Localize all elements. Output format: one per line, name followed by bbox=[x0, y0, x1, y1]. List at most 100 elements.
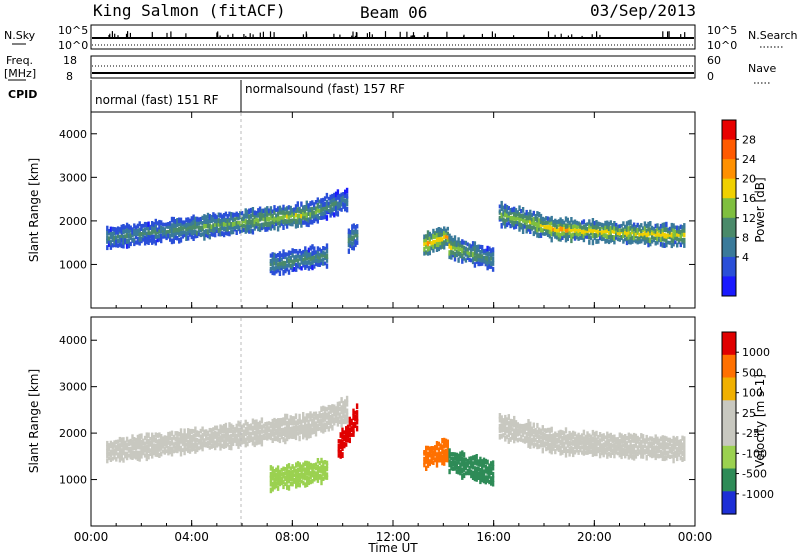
heatmap-cell bbox=[142, 228, 145, 233]
heatmap-cell bbox=[188, 428, 192, 435]
heatmap-cell bbox=[133, 453, 136, 459]
heatmap-cell bbox=[293, 255, 296, 260]
heatmap-cell bbox=[428, 453, 431, 458]
heatmap-cell bbox=[187, 433, 190, 439]
heatmap-cell bbox=[149, 452, 152, 456]
heatmap-cell bbox=[262, 224, 265, 230]
heatmap-cell bbox=[627, 238, 630, 245]
heatmap-cell bbox=[473, 262, 477, 268]
heatmap-cell bbox=[178, 443, 181, 449]
heatmap-cell bbox=[235, 437, 238, 442]
heatmap-cell bbox=[670, 226, 673, 232]
heatmap-cell bbox=[307, 433, 310, 439]
heatmap-cell bbox=[285, 413, 289, 420]
heatmap-cell bbox=[109, 234, 113, 240]
heatmap-cell bbox=[665, 233, 668, 239]
heatmap-cell bbox=[203, 218, 206, 224]
colorbar-segment bbox=[722, 120, 736, 141]
heatmap-cell bbox=[199, 216, 202, 222]
heatmap-cell bbox=[271, 486, 274, 492]
nsky-tick-bottom: 10^0 bbox=[58, 39, 88, 52]
heatmap-cell bbox=[170, 451, 174, 457]
heatmap-cell bbox=[251, 429, 255, 436]
heatmap-cell bbox=[190, 446, 193, 452]
heatmap-cell bbox=[453, 251, 457, 258]
heatmap-cell bbox=[284, 475, 287, 480]
heatmap-cell bbox=[622, 435, 625, 440]
heatmap-cell bbox=[529, 209, 532, 216]
heatmap-cell bbox=[194, 442, 197, 449]
heatmap-cell bbox=[271, 437, 274, 443]
heatmap-cell bbox=[201, 435, 204, 441]
heatmap-cell bbox=[521, 223, 525, 230]
heatmap-cell bbox=[354, 241, 357, 248]
heatmap-cell bbox=[147, 454, 150, 460]
heatmap-cell bbox=[285, 206, 289, 211]
power-colorbar-label: Power [dB] bbox=[753, 177, 767, 242]
heatmap-cell bbox=[167, 234, 170, 239]
heatmap-cell bbox=[142, 438, 145, 443]
x-tick-label: 00:00 bbox=[678, 530, 713, 544]
heatmap-cell bbox=[331, 201, 334, 207]
heatmap-cell bbox=[444, 453, 448, 459]
heatmap-cell bbox=[561, 226, 564, 232]
heatmap-cell bbox=[588, 438, 591, 443]
heatmap-cell bbox=[286, 259, 289, 264]
heatmap-cell bbox=[325, 463, 329, 468]
heatmap-cell bbox=[323, 468, 327, 474]
heatmap-cell bbox=[582, 445, 586, 451]
heatmap-cell bbox=[333, 205, 336, 211]
heatmap-cell bbox=[179, 432, 183, 439]
heatmap-cell bbox=[566, 235, 569, 241]
heatmap-cell bbox=[303, 208, 307, 214]
heatmap-cell bbox=[136, 450, 140, 457]
heatmap-cell bbox=[606, 446, 609, 453]
heatmap-cell bbox=[604, 435, 607, 440]
heatmap-cell bbox=[513, 421, 516, 428]
heatmap-cell bbox=[307, 254, 311, 260]
heatmap-cell bbox=[267, 433, 271, 438]
heatmap-cell bbox=[606, 440, 609, 447]
heatmap-cell bbox=[282, 263, 285, 270]
heatmap-cell bbox=[613, 239, 616, 245]
heatmap-cell bbox=[462, 250, 466, 255]
heatmap-cell bbox=[133, 223, 136, 229]
heatmap-cell bbox=[641, 232, 645, 237]
heatmap-cell bbox=[545, 428, 548, 434]
heatmap-cell bbox=[172, 222, 175, 228]
heatmap-cell bbox=[437, 231, 440, 238]
heatmap-cell bbox=[206, 436, 210, 441]
heatmap-cell bbox=[230, 224, 233, 230]
heatmap-cell bbox=[586, 229, 589, 234]
heatmap-cell bbox=[631, 454, 634, 460]
heatmap-cell bbox=[632, 226, 636, 232]
heatmap-cell bbox=[636, 447, 639, 452]
heatmap-cell bbox=[647, 448, 650, 453]
heatmap-cell bbox=[271, 213, 274, 219]
heatmap-cell bbox=[674, 437, 677, 442]
heatmap-cell bbox=[307, 461, 311, 467]
heatmap-cell bbox=[613, 434, 616, 440]
heatmap-cell bbox=[521, 438, 525, 443]
heatmap-cell bbox=[122, 228, 125, 234]
heatmap-cell bbox=[518, 427, 521, 432]
heatmap-cell bbox=[237, 431, 240, 438]
heatmap-cell bbox=[532, 217, 535, 222]
heatmap-cell bbox=[282, 427, 285, 433]
heatmap-cell bbox=[278, 431, 282, 437]
heatmap-cell bbox=[298, 254, 301, 260]
heatmap-cell bbox=[210, 435, 213, 440]
heatmap-cell bbox=[161, 228, 165, 233]
heatmap-cell bbox=[314, 473, 318, 478]
heatmap-cell bbox=[597, 441, 600, 446]
heatmap-cell bbox=[435, 237, 439, 242]
heatmap-cell bbox=[249, 213, 253, 219]
heatmap-cell bbox=[340, 405, 343, 412]
heatmap-cell bbox=[284, 431, 287, 438]
heatmap-cell bbox=[543, 441, 546, 446]
heatmap-cell bbox=[147, 221, 150, 227]
heatmap-cell bbox=[222, 424, 226, 430]
heatmap-cell bbox=[149, 231, 152, 236]
heatmap-cell bbox=[566, 217, 569, 223]
heatmap-cell bbox=[187, 225, 190, 231]
